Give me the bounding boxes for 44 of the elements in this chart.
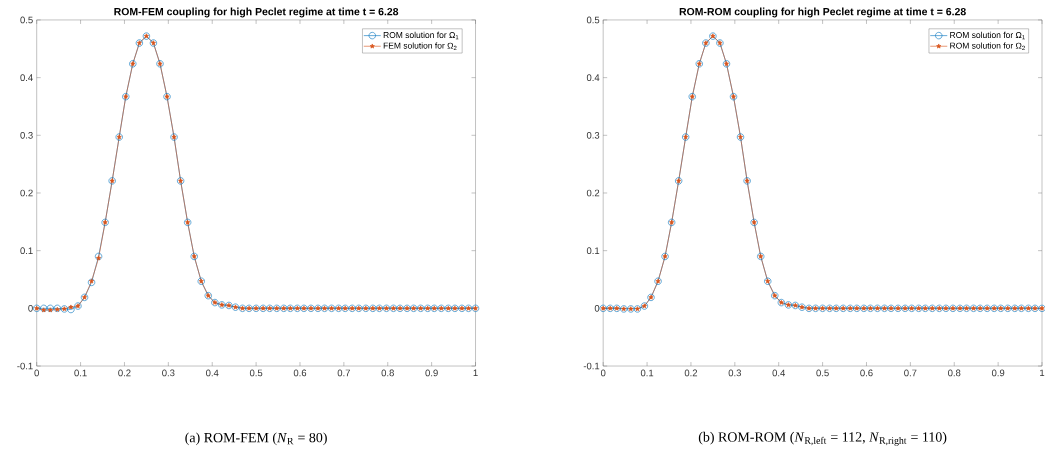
legend-label: FEM solution for Ω$_{2}$	[383, 42, 457, 51]
chart-title: ROM-ROM coupling for high Peclet regime at time t = 6.28	[679, 7, 966, 18]
x-tick-label: 0.8	[948, 369, 961, 377]
x-tick-label: 0.6	[860, 369, 873, 377]
x-tick-label: 1	[473, 369, 478, 377]
x-tick-label: 0.9	[991, 369, 1005, 377]
chart-title: ROM-FEM coupling for high Peclet regime at time t = 6.28	[114, 7, 399, 18]
y-tick-label: 0	[594, 305, 600, 312]
x-tick-label: 0.5	[249, 369, 263, 377]
y-tick-label: 0.2	[20, 189, 33, 197]
legend-label: ROM solution for Ω$_{1}$	[950, 31, 1025, 40]
text: (b) ROM-ROM (N$_{R,left}$ = 112, N$_{R,right}$ = 110)	[698, 431, 947, 446]
y-tick-label: 0.4	[20, 74, 33, 82]
x-tick-label: 0.4	[772, 369, 786, 377]
y-tick-label: 0.5	[20, 16, 33, 24]
y-tick-label: 0.4	[586, 74, 600, 82]
x-tick-label: 0.3	[728, 369, 741, 377]
x-tick-label: 0.2	[684, 369, 698, 377]
legend-label: ROM solution for Ω$_{1}$	[383, 31, 459, 40]
x-tick-label: 0.1	[640, 369, 654, 377]
x-tick-label: 0.6	[293, 369, 307, 377]
y-tick-label: -0.1	[583, 362, 600, 370]
x-tick-label: 0.1	[74, 369, 87, 377]
x-tick-label: 0.8	[381, 369, 394, 377]
legend-label: ROM solution for Ω$_{2}$	[950, 42, 1025, 51]
x-tick-label: 0.4	[206, 369, 219, 377]
y-tick-label: 0.3	[20, 132, 33, 139]
x-tick-label: 0.5	[816, 369, 829, 377]
y-tick-label: 0.3	[586, 132, 600, 139]
x-tick-label: 1	[1040, 369, 1045, 377]
x-tick-label: 0.7	[337, 369, 350, 377]
text: (a) ROM-FEM (N$_{R}$ = 80)	[185, 432, 327, 446]
x-tick-label: 0.7	[904, 369, 917, 377]
x-tick-label: 0	[34, 369, 39, 377]
y-tick-label: 0.1	[586, 247, 600, 255]
x-tick-label: 0.2	[118, 369, 131, 377]
x-tick-label: 0.3	[162, 369, 175, 377]
x-tick-label: 0	[600, 369, 606, 377]
y-tick-label: 0.2	[586, 189, 600, 197]
y-tick-label: 0.5	[586, 16, 600, 24]
x-tick-label: 0.9	[425, 369, 438, 377]
y-tick-label: 0.1	[20, 247, 33, 255]
y-tick-label: -0.1	[17, 362, 33, 370]
y-tick-label: 0	[28, 305, 33, 312]
